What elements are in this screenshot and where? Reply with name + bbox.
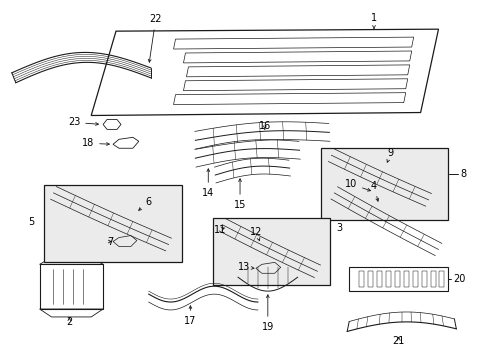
Text: 18: 18 (82, 138, 109, 148)
Text: 7: 7 (106, 237, 113, 247)
Text: 5: 5 (28, 217, 35, 227)
Bar (213, 218, 330, 285)
Text: 1: 1 (370, 13, 376, 29)
Text: 8: 8 (459, 169, 466, 179)
Text: 21: 21 (392, 336, 404, 346)
Text: 4: 4 (370, 181, 378, 201)
Text: 3: 3 (336, 222, 342, 233)
Text: 14: 14 (202, 169, 214, 198)
Text: 12: 12 (249, 226, 262, 240)
Bar (321, 148, 447, 220)
Text: 20: 20 (452, 274, 465, 284)
Text: 15: 15 (233, 179, 246, 210)
Text: 2: 2 (66, 317, 72, 327)
Text: 13: 13 (237, 262, 253, 272)
Text: 9: 9 (386, 148, 393, 162)
Bar (43, 185, 182, 262)
Text: 19: 19 (261, 295, 273, 332)
Text: 23: 23 (68, 117, 98, 127)
Text: 11: 11 (214, 225, 226, 235)
Text: 16: 16 (258, 121, 270, 131)
Text: 22: 22 (148, 14, 162, 62)
Text: 17: 17 (184, 306, 196, 326)
Text: 6: 6 (139, 197, 151, 210)
Text: 10: 10 (344, 179, 370, 191)
